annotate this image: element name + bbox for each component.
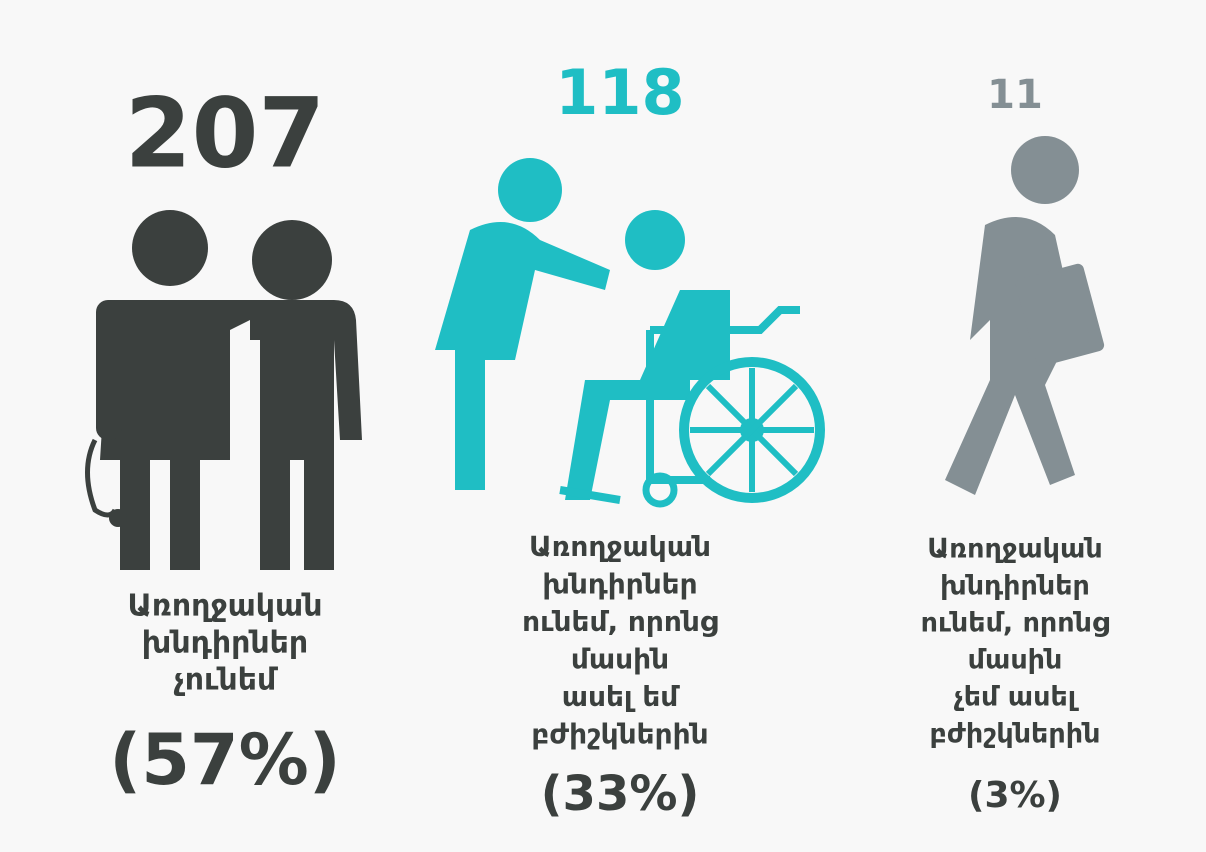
count: 207 <box>125 77 325 189</box>
label-line: ունեմ, որոնց <box>921 608 1110 639</box>
label-line: ունեմ, որոնց <box>522 605 718 638</box>
label-line: խնդիրներ <box>940 571 1090 602</box>
label-line: խնդիրներ <box>542 568 697 601</box>
percent: (33%) <box>541 766 700 822</box>
infographic: 207Առողջականխնդիրներչունեմ(57%)118Առողջա… <box>0 0 1206 852</box>
label-line: մասին <box>571 643 669 676</box>
label-line: մասին <box>968 645 1063 676</box>
label-line: Առողջական <box>927 534 1102 565</box>
label-line: ասել եմ <box>562 680 681 713</box>
percent: (57%) <box>109 719 341 801</box>
count: 11 <box>987 72 1043 118</box>
page: 207Առողջականխնդիրներչունեմ(57%)118Առողջա… <box>0 0 1206 852</box>
count: 118 <box>555 56 684 129</box>
label-line: չեմ ասել <box>954 682 1080 713</box>
label-line: խնդիրներ <box>142 626 308 661</box>
label-line: չունեմ <box>174 663 278 698</box>
percent: (3%) <box>968 775 1062 816</box>
label-line: բժիշկներին <box>930 719 1101 750</box>
label-line: Առողջական <box>529 530 711 563</box>
label-line: Առողջական <box>128 589 323 624</box>
label-line: բժիշկներին <box>531 718 708 751</box>
